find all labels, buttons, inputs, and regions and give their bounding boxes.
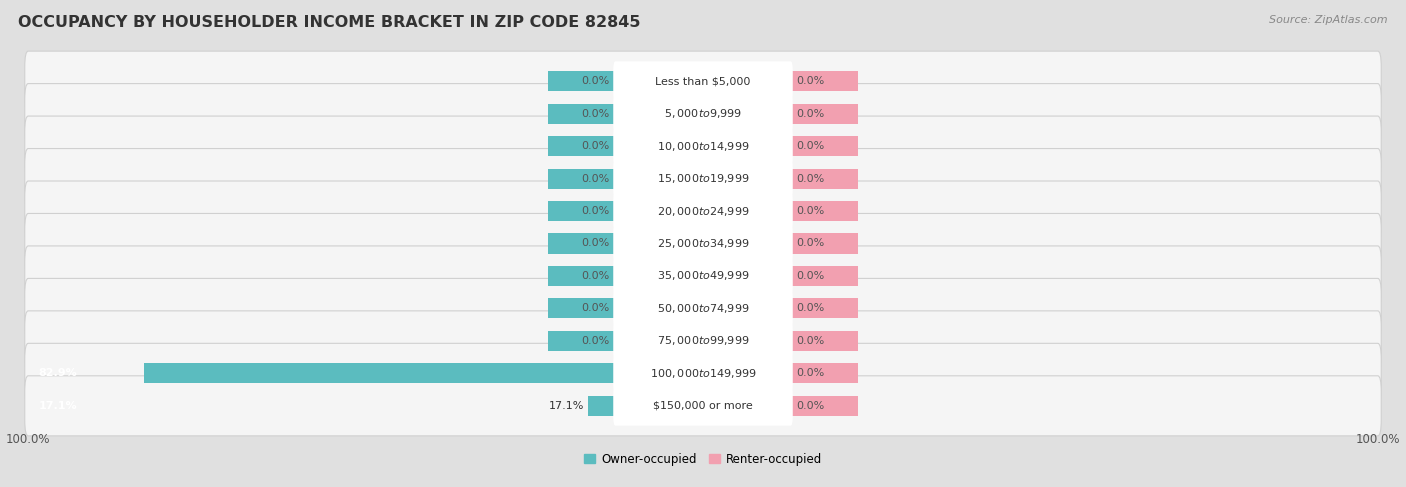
Bar [790,71,858,91]
Text: $35,000 to $49,999: $35,000 to $49,999 [657,269,749,282]
Bar [790,363,858,383]
Text: 0.0%: 0.0% [582,303,610,314]
Text: 82.9%: 82.9% [38,368,77,378]
FancyBboxPatch shape [25,311,1381,371]
FancyBboxPatch shape [613,94,793,133]
Bar [548,233,616,254]
Text: 0.0%: 0.0% [796,336,824,346]
FancyBboxPatch shape [613,191,793,231]
Text: $100,000 to $149,999: $100,000 to $149,999 [650,367,756,380]
Bar [548,299,616,318]
FancyBboxPatch shape [25,279,1381,338]
Text: 0.0%: 0.0% [796,401,824,411]
Text: 0.0%: 0.0% [796,109,824,119]
Text: Source: ZipAtlas.com: Source: ZipAtlas.com [1270,15,1388,25]
Bar [588,396,616,416]
Text: 0.0%: 0.0% [582,336,610,346]
Legend: Owner-occupied, Renter-occupied: Owner-occupied, Renter-occupied [579,449,827,471]
Text: 0.0%: 0.0% [582,271,610,281]
Text: 0.0%: 0.0% [582,76,610,86]
Text: $150,000 or more: $150,000 or more [654,401,752,411]
Text: 17.1%: 17.1% [548,401,585,411]
Bar [548,104,616,124]
Text: 0.0%: 0.0% [796,368,824,378]
FancyBboxPatch shape [25,116,1381,176]
Bar [548,71,616,91]
Text: $10,000 to $14,999: $10,000 to $14,999 [657,140,749,152]
FancyBboxPatch shape [25,84,1381,144]
Text: $15,000 to $19,999: $15,000 to $19,999 [657,172,749,185]
Text: $50,000 to $74,999: $50,000 to $74,999 [657,302,749,315]
Text: 0.0%: 0.0% [796,141,824,151]
Bar [790,136,858,156]
FancyBboxPatch shape [25,246,1381,306]
Text: 0.0%: 0.0% [796,271,824,281]
FancyBboxPatch shape [613,321,793,361]
Text: OCCUPANCY BY HOUSEHOLDER INCOME BRACKET IN ZIP CODE 82845: OCCUPANCY BY HOUSEHOLDER INCOME BRACKET … [18,15,641,30]
Bar [790,201,858,221]
Text: 0.0%: 0.0% [582,141,610,151]
Bar [790,396,858,416]
Bar [790,299,858,318]
Text: 0.0%: 0.0% [582,206,610,216]
Bar [790,233,858,254]
Text: $20,000 to $24,999: $20,000 to $24,999 [657,205,749,218]
FancyBboxPatch shape [613,61,793,101]
FancyBboxPatch shape [613,256,793,296]
FancyBboxPatch shape [25,343,1381,403]
FancyBboxPatch shape [613,386,793,426]
Text: $25,000 to $34,999: $25,000 to $34,999 [657,237,749,250]
Text: $5,000 to $9,999: $5,000 to $9,999 [664,107,742,120]
FancyBboxPatch shape [613,354,793,393]
FancyBboxPatch shape [613,289,793,328]
Bar [548,266,616,286]
Text: 0.0%: 0.0% [796,173,824,184]
Bar [548,201,616,221]
Text: 0.0%: 0.0% [582,173,610,184]
Text: $75,000 to $99,999: $75,000 to $99,999 [657,335,749,347]
Bar [790,104,858,124]
FancyBboxPatch shape [613,224,793,263]
Bar [548,169,616,188]
FancyBboxPatch shape [25,181,1381,241]
Text: 0.0%: 0.0% [796,239,824,248]
Text: 17.1%: 17.1% [38,401,77,411]
Bar [548,136,616,156]
Text: 0.0%: 0.0% [796,303,824,314]
FancyBboxPatch shape [25,149,1381,208]
Text: 0.0%: 0.0% [796,76,824,86]
Bar [790,331,858,351]
Bar [790,266,858,286]
FancyBboxPatch shape [25,51,1381,111]
FancyBboxPatch shape [613,159,793,198]
Text: Less than $5,000: Less than $5,000 [655,76,751,86]
Bar [548,331,616,351]
Text: 0.0%: 0.0% [582,239,610,248]
Bar [143,363,616,383]
Bar [790,169,858,188]
Text: 0.0%: 0.0% [582,109,610,119]
FancyBboxPatch shape [25,213,1381,274]
FancyBboxPatch shape [613,126,793,166]
Text: 0.0%: 0.0% [796,206,824,216]
FancyBboxPatch shape [25,376,1381,436]
